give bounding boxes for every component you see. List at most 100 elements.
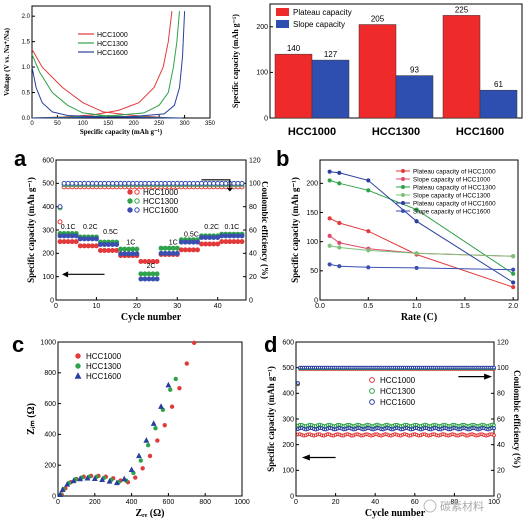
x-tick-label: 600 <box>163 499 175 506</box>
series-point <box>511 271 516 276</box>
capacity-point <box>118 246 124 252</box>
efficiency-arrowhead <box>226 188 233 192</box>
bar <box>395 75 434 119</box>
impedance-point <box>162 422 167 428</box>
capacity-point <box>207 241 213 247</box>
capacity-point <box>130 246 136 252</box>
capacity-point <box>138 276 144 282</box>
watermark-logo-icon <box>423 499 437 513</box>
efficiency-point <box>110 180 116 186</box>
efficiency-point <box>106 180 112 186</box>
efficiency-point <box>102 180 108 186</box>
rate-label: 0.1C <box>61 224 76 231</box>
capacity-point <box>146 271 152 277</box>
legend-marker <box>127 207 133 213</box>
capacity-point <box>203 234 209 240</box>
efficiency-point <box>182 180 188 186</box>
plot-frame <box>295 341 495 497</box>
capacity-point <box>126 251 132 257</box>
capacity-point <box>199 241 205 247</box>
x-axis-label: Cycle number <box>365 508 426 519</box>
x-axis-label: Specific capacity (mAh g⁻¹) <box>80 128 163 136</box>
y-tick-label: 500 <box>42 181 54 188</box>
y-tick-label: 400 <box>44 432 56 439</box>
capacity-point <box>134 251 140 257</box>
capacity-point <box>122 251 128 257</box>
series-point <box>414 219 419 224</box>
y2-tick-label: 60 <box>497 416 505 423</box>
series-point <box>511 267 516 272</box>
capacity-point <box>81 243 87 249</box>
capacity-point <box>69 233 75 239</box>
capacity-point <box>57 239 63 245</box>
efficiency-point <box>73 180 79 186</box>
y-tick-label: 400 <box>282 391 294 398</box>
impedance-point <box>84 474 91 481</box>
capacity-point <box>239 233 245 239</box>
y-tick-label: 150 <box>306 210 318 217</box>
capacity-point <box>219 239 225 245</box>
series-point <box>327 169 332 174</box>
capacity-point <box>150 276 156 282</box>
capacity-arrowhead <box>301 454 310 461</box>
legend-label: Plateau capacity <box>293 8 352 17</box>
y-tick-label: 0.5 <box>22 91 31 97</box>
legend-marker <box>401 185 405 189</box>
legend-label: HCC1300 <box>97 41 128 48</box>
y-axis-label: Zᵢₘ (Ω) <box>26 403 37 435</box>
impedance-point <box>138 458 144 463</box>
legend-marker <box>401 177 405 181</box>
capacity-point <box>142 276 148 282</box>
efficiency-point <box>142 180 148 186</box>
efficiency-arrow <box>201 179 231 191</box>
y-tick-label: 0 <box>50 297 54 304</box>
y-tick-label: 200 <box>256 24 268 31</box>
voltage-discharge-line <box>31 67 183 119</box>
legend-marker <box>369 399 375 405</box>
capacity-point <box>215 241 221 247</box>
y-tick-label: 800 <box>44 370 56 377</box>
series-point <box>337 220 342 226</box>
efficiency-point <box>57 204 63 210</box>
legend-marker <box>369 377 375 383</box>
capacity-point <box>154 259 160 264</box>
y2-tick-label: 80 <box>497 391 505 398</box>
bar-value-label: 61 <box>494 80 503 89</box>
efficiency-point <box>235 180 241 186</box>
x-tick-label: 250 <box>154 121 165 127</box>
y2-tick-label: 60 <box>249 227 257 234</box>
efficiency-point <box>85 180 91 186</box>
series-line <box>329 217 514 288</box>
legend-label: HCC1300 <box>143 197 179 206</box>
impedance-point <box>106 477 113 484</box>
cycling-stability-chart: 0 20 40 60 80 1000100200300400500600020406080… <box>264 332 522 519</box>
bar <box>274 53 313 119</box>
capacity-point <box>227 239 233 245</box>
impedance-point <box>153 426 158 431</box>
y-tick-label: 50 <box>310 268 318 275</box>
bar-value-label: 225 <box>455 5 469 14</box>
capacity-point <box>138 271 144 277</box>
impedance-point <box>191 340 197 345</box>
capacity-point <box>102 241 108 247</box>
efficiency-point <box>118 180 124 186</box>
y2-axis-label: Coulombic efficiency (%) <box>512 370 522 468</box>
y2-tick-label: 120 <box>497 339 509 346</box>
efficiency-point <box>134 180 140 186</box>
voltage-discharge-line <box>31 54 177 119</box>
x-tick-label: 30 <box>173 303 181 310</box>
efficiency-arrowhead <box>484 373 493 380</box>
legend-marker <box>134 189 140 195</box>
bar <box>442 15 481 119</box>
legend-label: Plateau capacity of HCC1000 <box>413 169 496 176</box>
capacity-point <box>219 233 225 239</box>
y-tick-label: 1.5 <box>22 40 31 46</box>
capacity-point <box>85 243 91 249</box>
x-tick-label: 400 <box>126 499 138 506</box>
capacity-point <box>182 239 188 245</box>
watermark-text: 碳素材料 <box>440 499 484 513</box>
series-point <box>337 245 342 250</box>
y-tick-label: 500 <box>282 365 294 372</box>
panel-label: c <box>12 332 24 357</box>
y-axis-label: Specific capacity (mAh g⁻¹) <box>290 177 300 283</box>
